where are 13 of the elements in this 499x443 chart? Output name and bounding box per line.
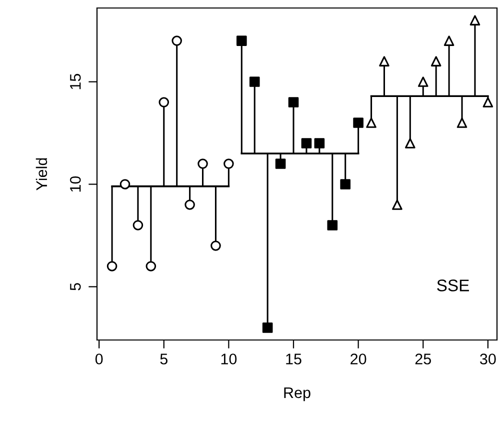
x-tick-label: 30 <box>480 354 496 364</box>
x-tick-label: 5 <box>160 354 168 364</box>
y-axis-title: Yield <box>36 158 48 190</box>
annotation: SSE <box>437 280 469 292</box>
x-axis-title: Rep <box>284 387 310 402</box>
y-tick-label: 5 <box>70 283 81 290</box>
y-tick-label: 15 <box>70 74 81 90</box>
x-tick-label: 25 <box>415 354 431 364</box>
x-tick-label: 10 <box>221 354 237 364</box>
x-tick-label: 0 <box>95 354 103 364</box>
x-tick-label: 15 <box>286 354 302 364</box>
y-tick-label: 10 <box>70 176 81 192</box>
x-tick-label: 20 <box>350 354 366 364</box>
